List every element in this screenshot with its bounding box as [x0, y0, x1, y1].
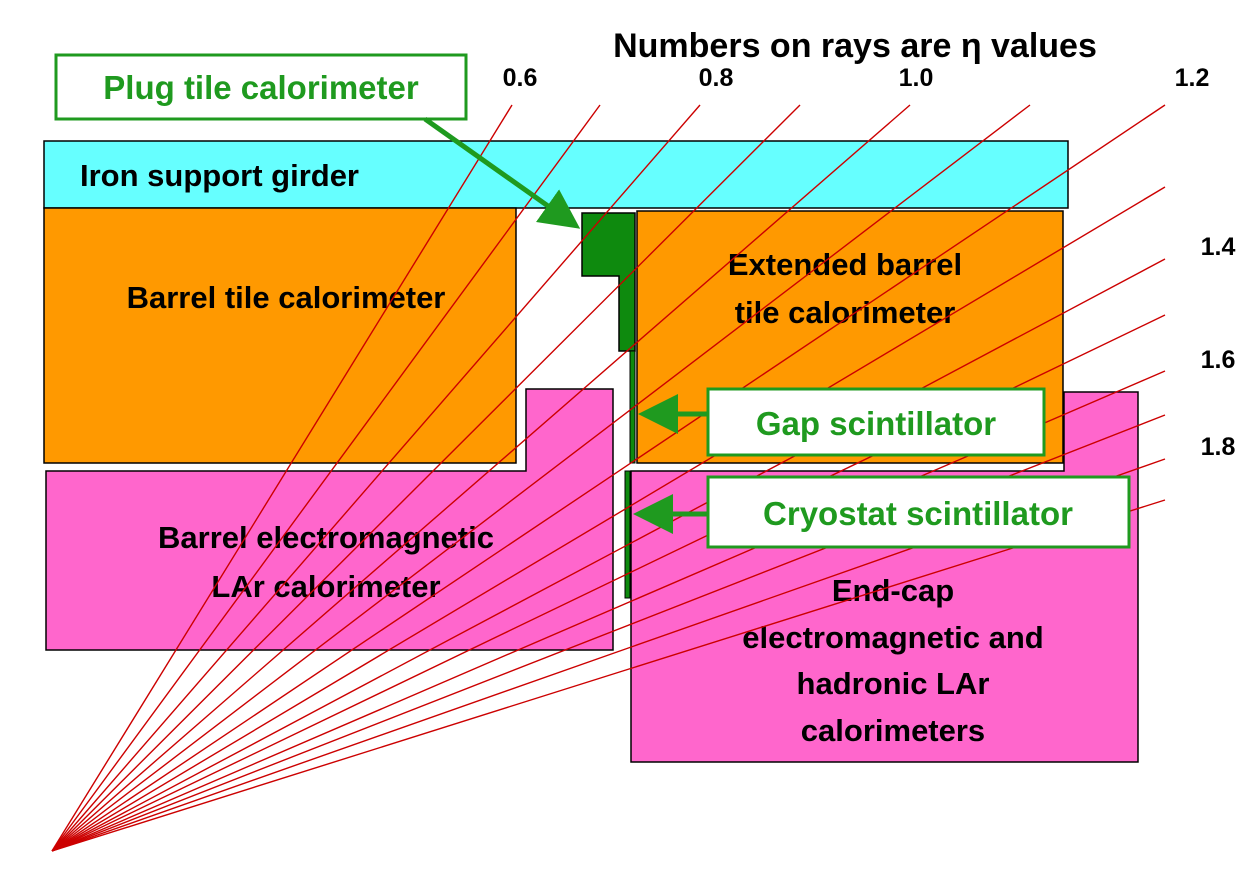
eta-ray-7 [51, 104, 1166, 852]
eta-label-1-2: 1.2 [1175, 64, 1210, 92]
eta-ray-2 [51, 104, 601, 852]
plug-callout-box [54, 53, 468, 121]
eta-ray-6 [51, 104, 1031, 852]
plug-callout-label: Plug tile calorimeter [103, 69, 419, 106]
barrel-em-label-line1: Barrel electromagnetic [158, 520, 494, 555]
extended-barrel-label-line1: Extended barrel [728, 247, 962, 282]
barrel-em-lar-calorimeter [45, 388, 614, 651]
barrel-tile-calorimeter-label: Barrel tile calorimeter [127, 280, 446, 315]
barrel-em-label-line2: LAr calorimeter [211, 569, 440, 604]
plug-callout-arrow [423, 116, 581, 229]
cryostat-callout-label: Cryostat scintillator [763, 495, 1073, 532]
eta-ray-8 [51, 186, 1166, 852]
endcap-label-line3: hadronic LAr [797, 666, 990, 701]
eta-ray-4 [51, 104, 801, 852]
barrel-tile-calorimeter [43, 207, 517, 464]
eta-label-1-8: 1.8 [1201, 433, 1236, 461]
endcap-label-line4: calorimeters [801, 713, 985, 748]
endcap-label-line1: End-cap [832, 573, 954, 608]
eta-label-1-6: 1.6 [1201, 346, 1236, 374]
eta-label-0-8: 0.8 [699, 64, 734, 92]
eta-ray-14 [51, 499, 1166, 852]
gap-callout-label: Gap scintillator [756, 405, 996, 442]
extended-barrel-label-line2: tile calorimeter [735, 295, 956, 330]
cryostat-scintillator-strip [624, 470, 631, 599]
eta-ray-9 [51, 258, 1166, 852]
eta-ray-1 [51, 104, 513, 852]
iron-support-girder-label: Iron support girder [80, 158, 359, 193]
eta-label-0-6: 0.6 [503, 64, 538, 92]
diagram-title: Numbers on rays are η values [613, 27, 1097, 65]
endcap-label-line2: electromagnetic and [742, 620, 1043, 655]
plug-tile-calorimeter [581, 212, 636, 352]
eta-label-1-0: 1.0 [899, 64, 934, 92]
cryostat-callout-box [706, 475, 1131, 549]
eta-ray-3 [51, 104, 701, 852]
eta-ray-5 [51, 104, 911, 852]
eta-label-1-4: 1.4 [1201, 233, 1236, 261]
gap-callout-box [706, 387, 1046, 457]
